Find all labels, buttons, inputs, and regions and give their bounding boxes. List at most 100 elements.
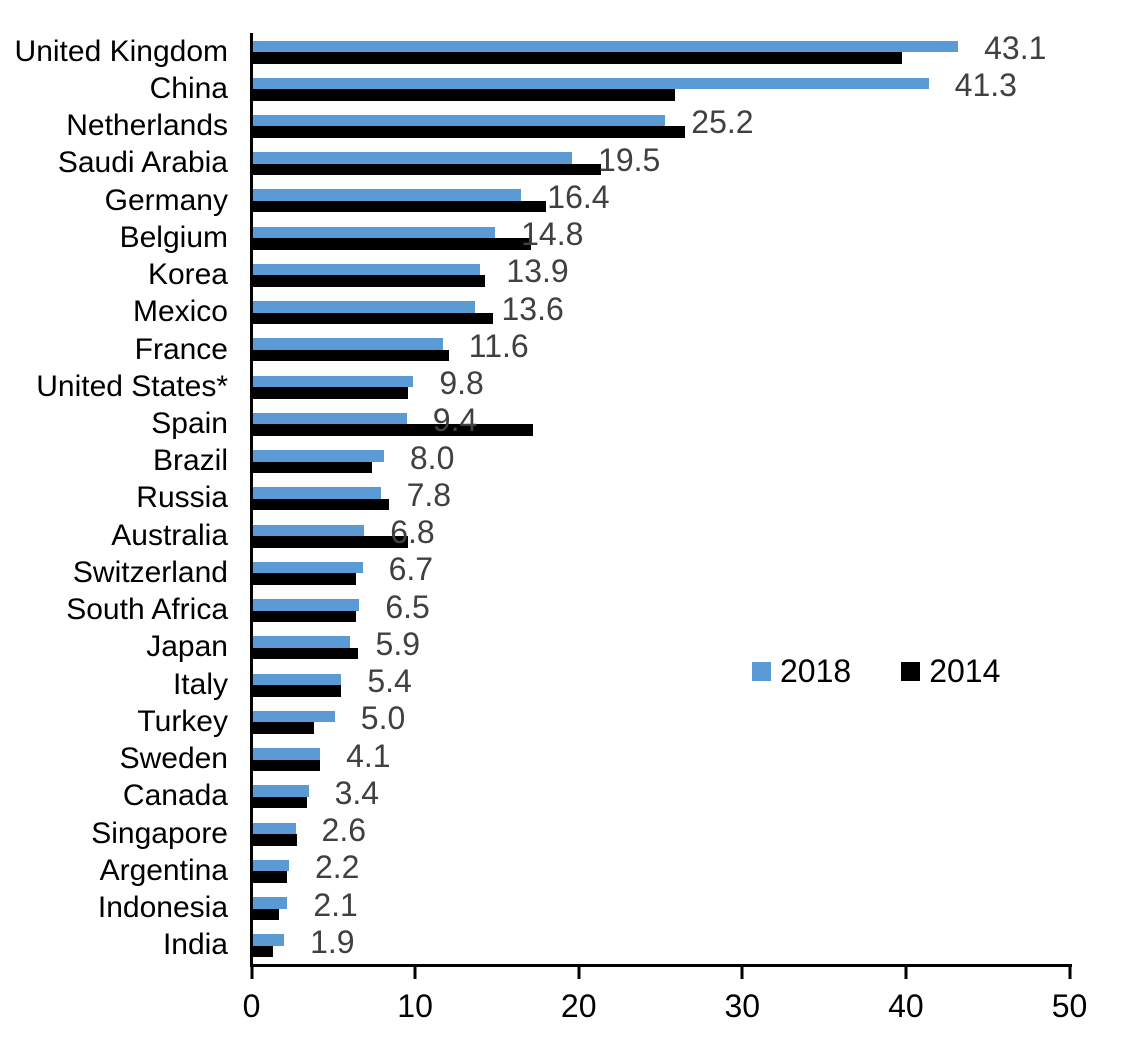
bar-2014 <box>253 52 903 64</box>
bar-2018 <box>253 412 407 425</box>
value-label: 11.6 <box>468 327 529 364</box>
bar-2018 <box>253 226 496 239</box>
x-axis-tick <box>250 964 253 979</box>
category-label: Spain <box>151 407 228 440</box>
bar-2018 <box>253 450 384 462</box>
value-label: 8.0 <box>409 439 455 476</box>
chart-row: 13.9 <box>253 253 1071 293</box>
value-label: 9.4 <box>432 402 478 439</box>
category-label: United Kingdom <box>14 34 228 68</box>
category-label: Russia <box>136 481 228 515</box>
category-label: Mexico <box>132 295 228 329</box>
category-label: Brazil <box>152 444 228 478</box>
chart-row: 41.3 <box>253 67 1071 107</box>
value-label: 13.9 <box>506 253 569 290</box>
value-label: 2.1 <box>313 886 358 923</box>
category-label: China <box>149 71 228 105</box>
category-label: Germany <box>104 183 228 217</box>
bar-2018 <box>253 822 296 835</box>
category-label: Sweden <box>119 742 228 776</box>
value-label: 41.3 <box>954 67 1017 104</box>
legend-swatch-2014 <box>901 661 921 681</box>
bar-2018 <box>253 897 288 909</box>
bar-2018 <box>253 114 666 127</box>
value-label: 5.9 <box>375 625 420 662</box>
value-label: 3.4 <box>334 774 380 811</box>
legend-label-2018: 2018 <box>780 653 852 689</box>
bar-2018 <box>253 375 414 388</box>
chart-row: 13.6 <box>253 290 1071 331</box>
bar-2018 <box>253 934 285 946</box>
category-label: Turkey <box>137 704 228 738</box>
bar-2018 <box>253 487 381 499</box>
bar-2014 <box>253 126 685 138</box>
chart-row: 6.8 <box>253 516 1071 554</box>
bar-2014 <box>253 685 342 697</box>
x-axis-tick-label: 20 <box>560 988 597 1024</box>
bar-2014 <box>253 796 307 809</box>
chart-row: 5.4 <box>253 663 1071 703</box>
x-axis-tick-label: 0 <box>242 988 261 1024</box>
x-axis-tick <box>577 964 581 979</box>
x-axis-tick-label: 40 <box>888 988 924 1024</box>
value-label: 6.5 <box>385 588 430 625</box>
bar-2014 <box>253 722 314 734</box>
value-label: 16.4 <box>547 178 610 215</box>
category-label: Australia <box>111 518 228 552</box>
chart-row: 9.8 <box>253 365 1071 405</box>
bar-2018 <box>253 152 573 164</box>
bar-2014 <box>253 498 389 511</box>
legend-entry-2018: 2018 <box>752 655 851 687</box>
bar-2018 <box>253 338 443 350</box>
bar-2018 <box>253 785 309 797</box>
chart-row: 4.1 <box>253 737 1071 778</box>
category-label: India <box>162 928 228 962</box>
bar-2014 <box>253 945 273 958</box>
chart-row: 25.2 <box>253 106 1071 144</box>
x-axis-tick <box>904 964 908 979</box>
x-axis-tick <box>1068 964 1071 979</box>
category-label: France <box>134 332 228 366</box>
bar-2014 <box>253 759 321 772</box>
value-label: 5.4 <box>367 663 412 700</box>
category-label: Korea <box>147 258 228 292</box>
bar-2018 <box>253 524 365 537</box>
bar-2018 <box>253 710 335 723</box>
bar-2018 <box>253 599 360 611</box>
x-axis-tick-label: 50 <box>1051 988 1088 1024</box>
bar-2014 <box>253 461 373 474</box>
value-label: 9.8 <box>439 365 484 402</box>
category-label: Canada <box>122 779 228 813</box>
x-axis-tick <box>740 964 744 979</box>
x-axis-tick-label: 30 <box>724 988 761 1024</box>
category-label: United States* <box>36 369 228 403</box>
category-label: Netherlands <box>66 109 228 143</box>
bar-2014 <box>253 573 357 585</box>
bar-2014 <box>253 647 358 660</box>
value-label: 2.6 <box>321 812 367 849</box>
chart-row: 3.4 <box>253 774 1071 815</box>
chart-row: 19.5 <box>253 141 1071 182</box>
legend-label-2014: 2014 <box>929 653 1001 689</box>
value-label: 19.5 <box>598 141 661 178</box>
chart-row: 5.0 <box>253 702 1071 740</box>
value-label: 13.6 <box>501 290 564 327</box>
x-axis-tick <box>413 964 417 979</box>
chart-row: 16.4 <box>253 178 1071 219</box>
bar-2014 <box>253 424 533 436</box>
bar-2014 <box>253 387 409 399</box>
chart-row: 2.2 <box>253 851 1071 889</box>
bar-2014 <box>253 89 676 101</box>
value-label: 1.9 <box>310 923 355 960</box>
value-label: 4.1 <box>346 737 391 774</box>
chart-row: 6.7 <box>253 553 1071 591</box>
x-axis-line <box>250 964 1072 967</box>
category-label: Argentina <box>99 853 228 887</box>
category-label: Japan <box>146 630 228 664</box>
value-label: 14.8 <box>521 216 584 253</box>
category-label: Switzerland <box>72 555 228 589</box>
category-label: Singapore <box>91 816 228 850</box>
bar-2014 <box>253 536 409 548</box>
chart-row: 2.6 <box>253 812 1071 852</box>
category-label: Indonesia <box>97 891 228 925</box>
